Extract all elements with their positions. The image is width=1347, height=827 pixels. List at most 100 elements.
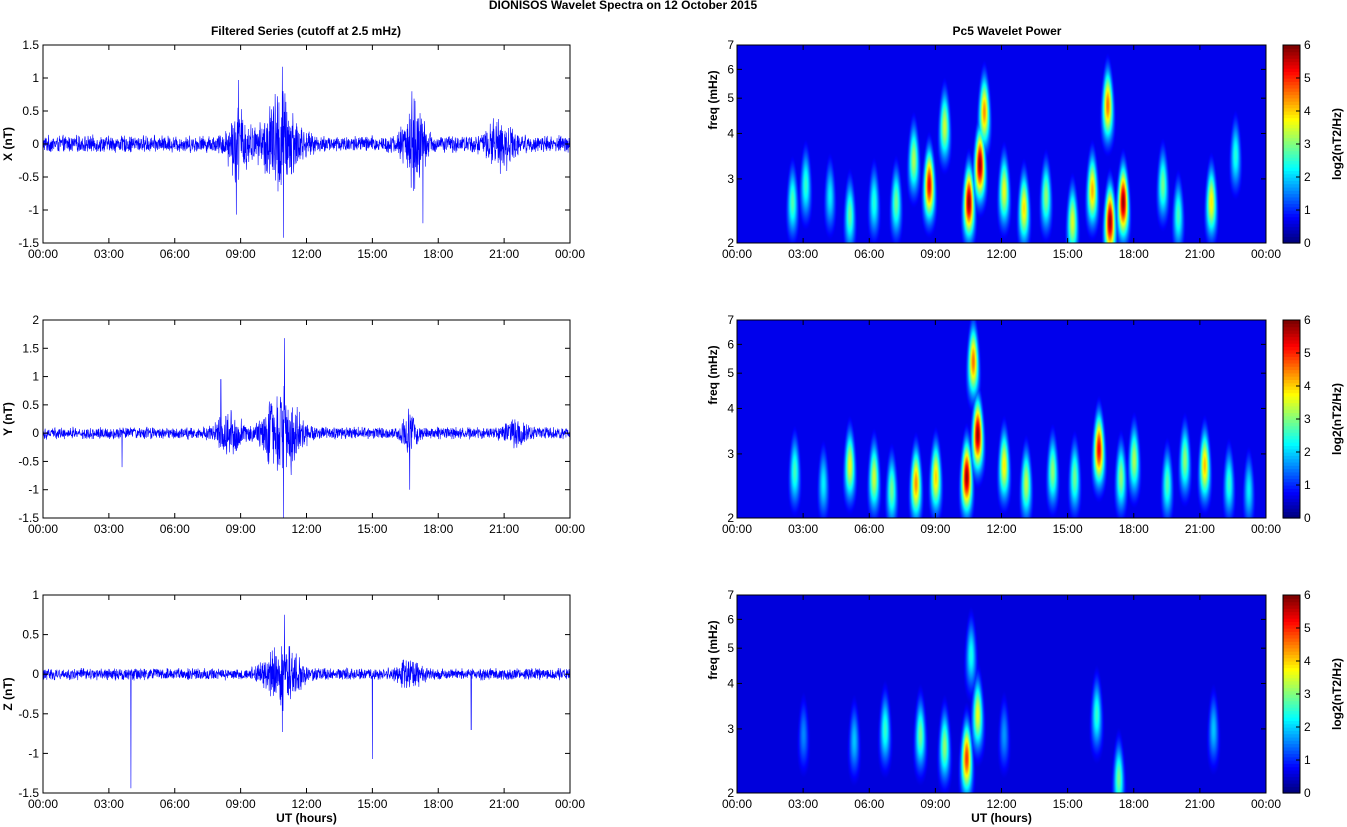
x-tick-label: 21:00: [489, 522, 519, 536]
colorbar-swatch: [1283, 124, 1300, 129]
x-tick-label: 00:00: [722, 522, 752, 536]
colorbar-swatch: [1283, 452, 1300, 456]
x-tick-label: 15:00: [1053, 522, 1083, 536]
colorbar-swatch: [1283, 193, 1300, 198]
colorbar-swatch: [1283, 674, 1300, 679]
colorbar-tick-label: 1: [1304, 753, 1311, 767]
colorbar-swatch: [1283, 637, 1300, 642]
panels: -1.5 -1 -0.5 0 0.5 1 1.5 X (nT) 00:00 03:00 06:00 0…: [1, 38, 1344, 825]
x-tick-label: 18:00: [1119, 247, 1149, 261]
colorbar-swatch: [1283, 349, 1300, 354]
colorbar-swatch: [1283, 435, 1300, 440]
colorbar-swatch: [1283, 697, 1300, 702]
colorbar-swatch: [1283, 91, 1300, 96]
y-tick-label: 1: [32, 71, 39, 85]
colorbar-tick-label: 1: [1304, 203, 1311, 217]
colorbar-swatch: [1283, 130, 1300, 135]
colorbar-swatch: [1283, 703, 1300, 708]
x-tick-label: 00:00: [1251, 247, 1281, 261]
y-axis-label: Y (nT): [1, 402, 15, 436]
colorbar-swatch: [1283, 595, 1300, 599]
y-tick-label: -1: [28, 746, 39, 760]
colorbar-swatch: [1283, 504, 1300, 509]
colorbar-swatch: [1283, 779, 1300, 784]
x-tick-label: 09:00: [920, 797, 950, 811]
colorbar-swatch: [1283, 763, 1300, 768]
colorbar-swatch: [1283, 419, 1300, 423]
colorbar-swatch: [1283, 405, 1300, 410]
x-tick-label: 12:00: [291, 247, 321, 261]
colorbar-swatch: [1283, 196, 1300, 201]
colorbar-swatch: [1283, 64, 1300, 69]
y-tick-label: 3: [727, 172, 734, 186]
colorbar-swatch: [1283, 468, 1300, 473]
x-tick-label: 15:00: [1053, 247, 1083, 261]
y-axis-label: Z (nT): [1, 677, 15, 710]
x-tick-label: 15:00: [357, 797, 387, 811]
colorbar-swatch: [1283, 514, 1300, 519]
colorbar-swatch: [1283, 743, 1300, 748]
colorbar-swatch: [1283, 461, 1300, 466]
colorbar-swatch: [1283, 753, 1300, 758]
colorbar-swatch: [1283, 51, 1300, 56]
colorbar-swatch: [1283, 402, 1300, 407]
x-tick-label: 00:00: [722, 797, 752, 811]
colorbar-swatch: [1283, 210, 1300, 214]
colorbar-swatch: [1283, 87, 1300, 92]
y-tick-label: -1: [28, 483, 39, 497]
colorbar-swatch: [1283, 733, 1300, 738]
x-tick-label: 09:00: [226, 247, 256, 261]
colorbar-swatch: [1283, 471, 1300, 476]
colorbar-swatch: [1283, 144, 1300, 148]
x-tick-label: 00:00: [722, 247, 752, 261]
x-tick-label: 18:00: [423, 522, 453, 536]
colorbar-tick-label: 6: [1304, 38, 1311, 52]
y-tick-label: -0.5: [18, 170, 39, 184]
colorbar-swatch: [1283, 651, 1300, 655]
y-tick-label: 4: [727, 676, 734, 690]
y-tick-label: 7: [727, 313, 734, 327]
y-tick-label: 1.5: [22, 38, 39, 52]
colorbar-swatch: [1283, 120, 1300, 125]
y-axis-label: freq (mHz): [706, 345, 720, 404]
colorbar-swatch: [1283, 392, 1300, 397]
colorbar-swatch: [1283, 58, 1300, 63]
colorbar-swatch: [1283, 160, 1300, 165]
x-tick-label: 15:00: [1053, 797, 1083, 811]
x-tick-label: 00:00: [1251, 797, 1281, 811]
colorbar-swatch: [1283, 183, 1300, 188]
y-tick-label: 3: [727, 722, 734, 736]
colorbar-swatch: [1283, 680, 1300, 685]
colorbar-swatch: [1283, 511, 1300, 516]
right-column-title: Pc5 Wavelet Power: [953, 24, 1062, 38]
series-trace: [42, 66, 571, 238]
colorbar-swatch: [1283, 618, 1300, 622]
colorbar-swatch: [1283, 61, 1300, 66]
x-tick-label: 12:00: [291, 797, 321, 811]
colorbar-swatch: [1283, 670, 1300, 675]
colorbar-swatch: [1283, 438, 1300, 443]
colorbar-swatch: [1283, 621, 1300, 626]
colorbar-swatch: [1283, 481, 1300, 486]
wavelet-power-image: [737, 595, 1266, 793]
colorbar-swatch: [1283, 425, 1300, 430]
colorbar-swatch: [1283, 730, 1300, 735]
colorbar-swatch: [1283, 601, 1300, 606]
colorbar-swatch: [1283, 81, 1300, 86]
colorbar-swatch: [1283, 216, 1300, 221]
x-tick-label: 06:00: [160, 247, 190, 261]
x-tick-label: 06:00: [854, 797, 884, 811]
colorbar-swatch: [1283, 101, 1300, 105]
y-tick-label: 2: [727, 786, 734, 800]
colorbar-swatch: [1283, 167, 1300, 171]
y-tick-label: -1.5: [18, 511, 39, 525]
colorbar-swatch: [1283, 68, 1300, 72]
x-axis-label: UT (hours): [971, 811, 1032, 825]
colorbar-swatch: [1283, 150, 1300, 155]
colorbar-swatch: [1283, 147, 1300, 152]
colorbar-tick-label: 5: [1304, 621, 1311, 635]
colorbar-swatch: [1283, 117, 1300, 122]
colorbar-label: log2(nT2/Hz): [1330, 108, 1344, 180]
wavelet-panel-x: 2 3 4 5 6 7 freq (mHz) 00:00 03:00 06:00 09:00 12:0…: [706, 38, 1344, 261]
colorbar-swatch: [1283, 170, 1300, 175]
